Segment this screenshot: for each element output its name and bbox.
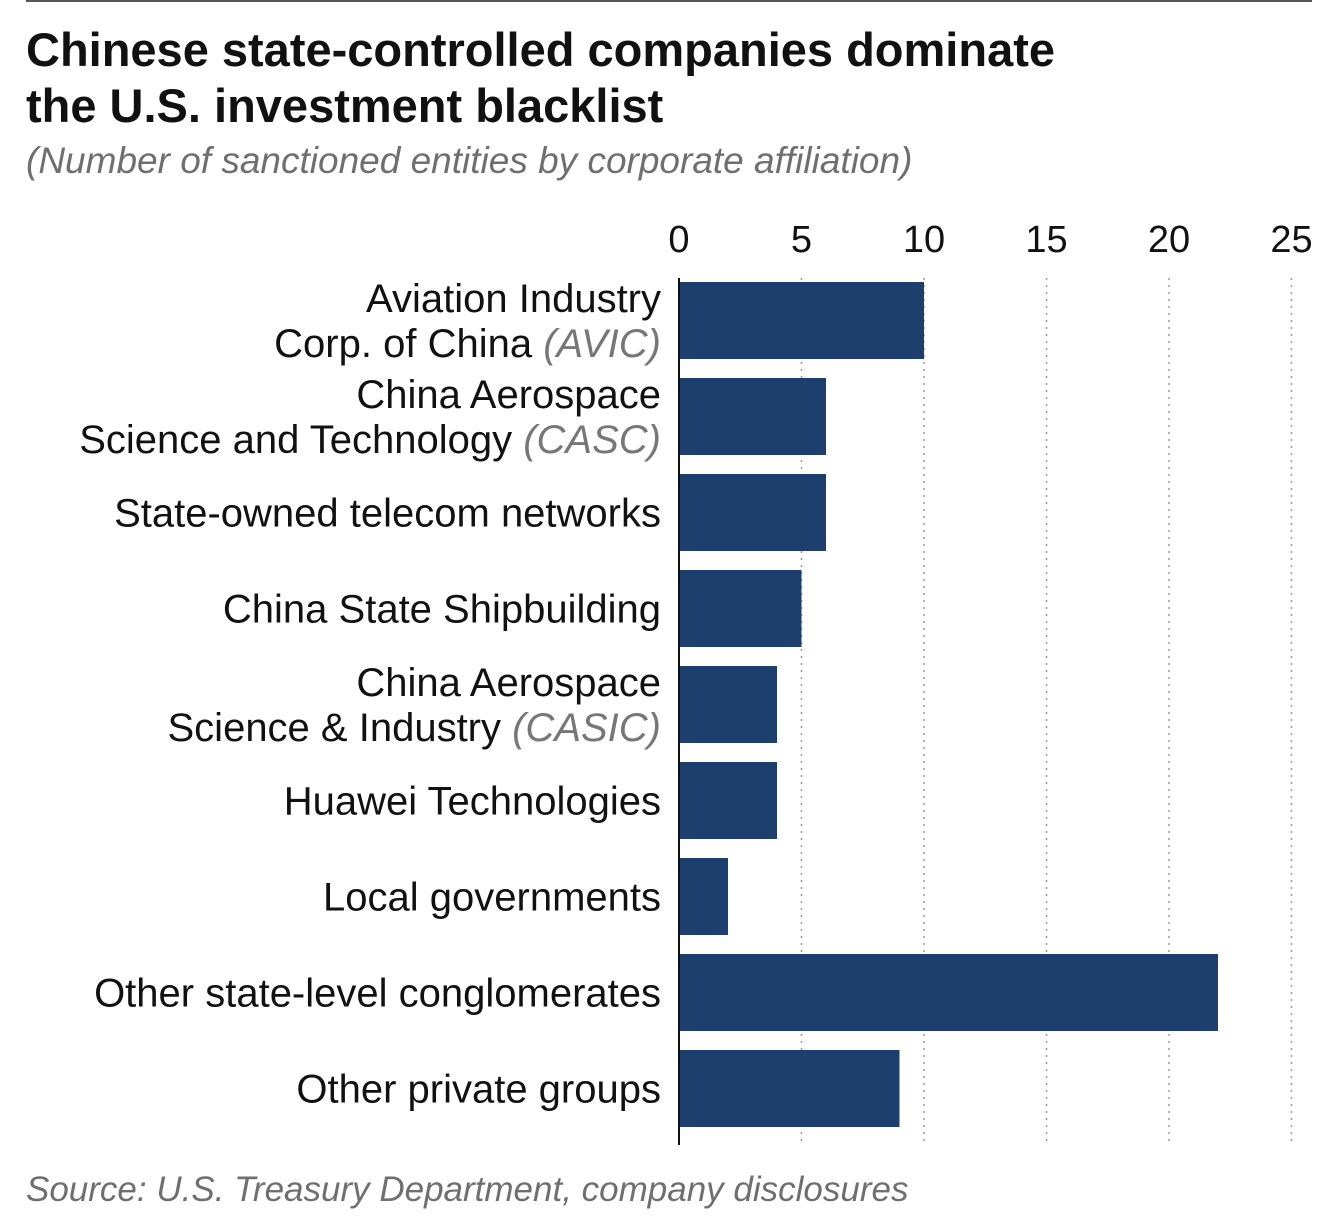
bar-7	[679, 954, 1218, 1031]
category-label-text: Other state-level conglomerates	[94, 972, 661, 1016]
bar-0	[679, 282, 924, 359]
bar-5	[679, 762, 777, 839]
category-label-0-line-0: Aviation Industry	[366, 277, 661, 321]
top-rule	[26, 0, 1312, 2]
category-label-3-line-0: China State Shipbuilding	[223, 588, 661, 632]
bar-2	[679, 474, 826, 551]
category-label-1-line-0: China Aerospace	[356, 373, 661, 417]
chart-subtitle: (Number of sanctioned entities by corpor…	[26, 140, 913, 181]
category-abbreviation: (CASIC)	[501, 706, 661, 750]
bar-6	[679, 858, 728, 935]
x-tick-label-15: 15	[1025, 219, 1067, 261]
bar-1	[679, 378, 826, 455]
x-tick-label-10: 10	[903, 219, 945, 261]
category-label-0-line-1: Corp. of China (AVIC)	[274, 322, 661, 366]
x-tick-label-25: 25	[1270, 219, 1312, 261]
category-abbreviation: (CASC)	[512, 418, 661, 462]
chart-title-line-1: Chinese state-controlled companies domin…	[26, 23, 1055, 76]
category-label-2-line-0: State-owned telecom networks	[114, 492, 661, 536]
x-tick-label-0: 0	[668, 219, 689, 261]
category-label-5-line-0: Huawei Technologies	[284, 780, 661, 824]
chart-title-line-2: the U.S. investment blacklist	[26, 79, 664, 132]
category-label-text: Local governments	[323, 876, 661, 920]
category-label-4-line-0: China Aerospace	[356, 661, 661, 705]
source-note: Source: U.S. Treasury Department, compan…	[26, 1170, 909, 1209]
category-label-7-line-0: Other state-level conglomerates	[94, 972, 661, 1016]
category-label-1-line-1: Science and Technology (CASC)	[79, 418, 661, 462]
category-label-text: Corp. of China	[274, 322, 533, 366]
category-label-4-line-1: Science & Industry (CASIC)	[168, 706, 662, 750]
bar-8	[679, 1050, 900, 1127]
category-label-text: State-owned telecom networks	[114, 492, 661, 536]
category-label-8-line-0: Other private groups	[296, 1068, 661, 1112]
x-tick-label-5: 5	[791, 219, 812, 261]
category-label-text: Aviation Industry	[366, 277, 661, 321]
category-label-text: Other private groups	[296, 1068, 661, 1112]
category-label-text: China State Shipbuilding	[223, 588, 661, 632]
category-label-text: China Aerospace	[356, 661, 661, 705]
category-label-text: Huawei Technologies	[284, 780, 661, 824]
x-tick-label-20: 20	[1148, 219, 1190, 261]
category-label-6-line-0: Local governments	[323, 876, 661, 920]
bar-3	[679, 570, 802, 647]
category-abbreviation: (AVIC)	[532, 322, 661, 366]
bar-4	[679, 666, 777, 743]
category-label-text: Science & Industry	[168, 706, 502, 750]
category-label-text: Science and Technology	[79, 418, 512, 462]
category-label-text: China Aerospace	[356, 373, 661, 417]
chart-title: Chinese state-controlled companies domin…	[26, 22, 1306, 134]
